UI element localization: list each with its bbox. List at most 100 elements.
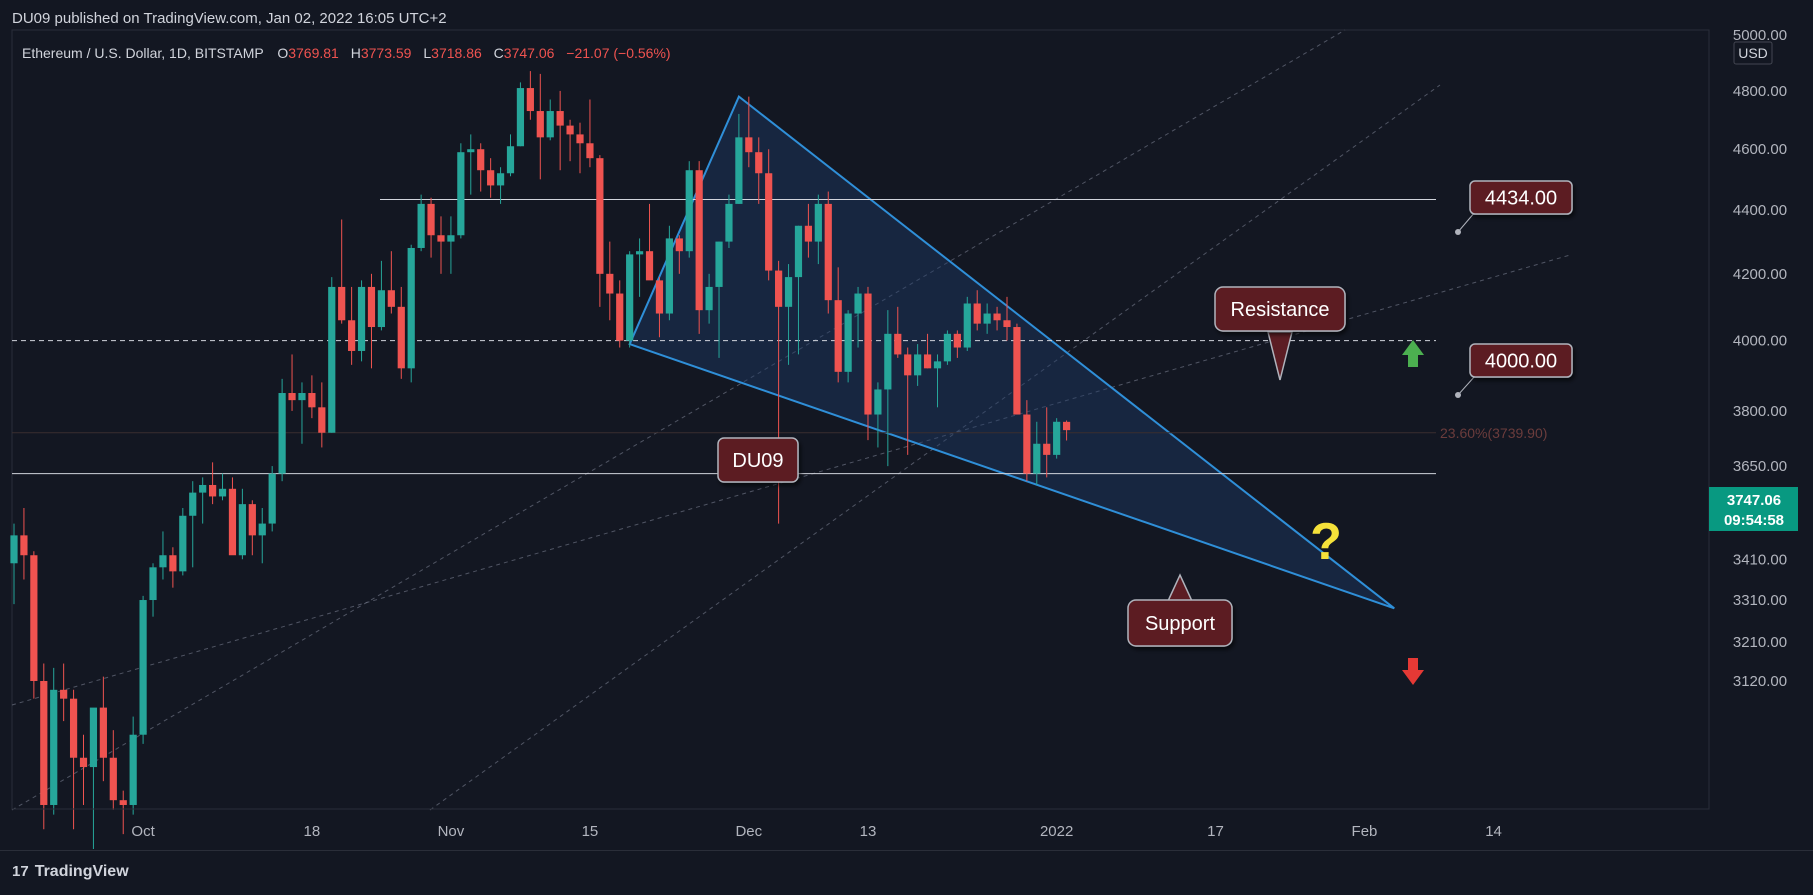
candle bbox=[844, 313, 852, 372]
price-tick: 4600.00 bbox=[1733, 141, 1787, 158]
candle bbox=[923, 354, 932, 369]
candle bbox=[268, 473, 276, 524]
candle bbox=[189, 492, 197, 516]
candle bbox=[417, 203, 425, 248]
candle bbox=[765, 173, 773, 271]
candle bbox=[586, 143, 594, 159]
price-callout-4000-box[interactable] bbox=[1469, 343, 1573, 378]
candle bbox=[179, 515, 187, 572]
candle bbox=[973, 303, 981, 324]
candle bbox=[784, 277, 793, 307]
time-tick: 15 bbox=[582, 823, 599, 840]
candle bbox=[725, 203, 733, 242]
candle bbox=[437, 235, 445, 242]
time-tick: Oct bbox=[131, 823, 155, 840]
candle bbox=[447, 235, 455, 242]
candle bbox=[288, 393, 296, 401]
candle bbox=[556, 111, 564, 126]
candle bbox=[427, 203, 435, 236]
author-tag[interactable]: DU09 bbox=[717, 437, 799, 483]
candle bbox=[665, 238, 673, 314]
candle bbox=[864, 293, 872, 415]
candle bbox=[1023, 414, 1031, 474]
candle bbox=[30, 555, 38, 681]
author-tag-text: DU09 bbox=[732, 450, 783, 472]
candle bbox=[874, 389, 882, 415]
candle bbox=[993, 313, 1001, 321]
trend-line[interactable] bbox=[11, 29, 1346, 811]
price-tick: 3310.00 bbox=[1733, 592, 1787, 609]
time-tick: Nov bbox=[438, 823, 465, 840]
callout-anchor bbox=[1455, 229, 1461, 235]
candle bbox=[566, 125, 574, 135]
svg-text:Ethereum / U.S. Dollar, 1D, BI: Ethereum / U.S. Dollar, 1D, BITSTAMP O37… bbox=[22, 45, 671, 61]
low-value: 3718.86 bbox=[431, 45, 482, 61]
support-label-box[interactable] bbox=[1127, 599, 1233, 647]
price-tick: 3410.00 bbox=[1733, 551, 1787, 568]
candle bbox=[169, 555, 177, 572]
support-pointer bbox=[1166, 573, 1194, 602]
candle bbox=[467, 149, 475, 153]
candle bbox=[357, 286, 366, 351]
candle bbox=[794, 225, 803, 278]
candle bbox=[199, 484, 207, 493]
price-tick: 5000.00 bbox=[1733, 27, 1787, 44]
candle bbox=[616, 293, 624, 341]
callout-leader bbox=[1457, 211, 1476, 233]
price-chart[interactable]: 23.60%(3739.90) 4434.00 4000.00 Resistance… bbox=[0, 0, 1813, 851]
open-value: 3769.81 bbox=[288, 45, 339, 61]
callout-anchor bbox=[1455, 392, 1461, 398]
annotation-labels[interactable]: 4434.00 4000.00 Resistance Support DU09? bbox=[717, 180, 1573, 685]
candle bbox=[308, 393, 316, 408]
candle bbox=[516, 88, 525, 147]
support-label-text: Support bbox=[1145, 613, 1215, 635]
candle bbox=[397, 306, 405, 369]
candle bbox=[218, 488, 227, 497]
candle bbox=[387, 290, 395, 307]
price-callout-4000-text: 4000.00 bbox=[1485, 351, 1557, 373]
candle bbox=[318, 407, 326, 433]
author-tag-box[interactable] bbox=[717, 437, 799, 483]
candle bbox=[209, 484, 217, 497]
currency-badge[interactable] bbox=[1733, 41, 1773, 65]
callout-leader bbox=[1457, 375, 1476, 396]
candle bbox=[775, 270, 783, 307]
support-label[interactable]: Support bbox=[1127, 599, 1233, 647]
candle bbox=[596, 158, 604, 274]
price-axis[interactable]: 5000.00 4800.00 4600.00 4400.00 4200.00 4000.… bbox=[1708, 27, 1798, 809]
bar-countdown: 09:54:58 bbox=[1724, 512, 1784, 529]
price-callout-4434[interactable]: 4434.00 bbox=[1469, 180, 1573, 215]
candle bbox=[884, 333, 892, 390]
down-arrow-icon[interactable] bbox=[1402, 658, 1424, 685]
price-tick: 4400.00 bbox=[1733, 202, 1787, 219]
candle bbox=[40, 681, 48, 805]
time-tick: 2022 bbox=[1040, 823, 1073, 840]
candle bbox=[407, 247, 415, 369]
candle bbox=[1053, 421, 1061, 455]
candle bbox=[715, 241, 723, 287]
candle bbox=[338, 286, 346, 321]
candle bbox=[228, 488, 237, 556]
footer: 17 TradingView bbox=[0, 850, 1813, 895]
candle bbox=[1013, 327, 1021, 415]
up-arrow-icon[interactable] bbox=[1402, 340, 1424, 367]
tradingview-brand[interactable]: 17 TradingView bbox=[12, 863, 129, 881]
price-callout-4434-box[interactable] bbox=[1469, 180, 1573, 215]
resistance-label-box[interactable] bbox=[1214, 286, 1346, 332]
candle bbox=[645, 251, 654, 281]
time-tick: 13 bbox=[860, 823, 877, 840]
candle bbox=[1062, 421, 1071, 431]
candle bbox=[675, 238, 683, 252]
candle bbox=[1043, 443, 1051, 455]
resistance-label[interactable]: Resistance bbox=[1214, 286, 1346, 332]
price-callout-4000[interactable]: 4000.00 bbox=[1469, 343, 1573, 378]
candle bbox=[506, 146, 515, 174]
time-axis[interactable]: Oct 18 Nov 15 Dec 13 2022 17 Feb 14 bbox=[12, 808, 1709, 840]
candle bbox=[685, 170, 693, 252]
candle bbox=[248, 504, 256, 536]
candle bbox=[496, 173, 505, 186]
change-value: −21.07 (−0.56%) bbox=[566, 45, 670, 61]
candle bbox=[526, 88, 534, 112]
candle bbox=[854, 293, 862, 314]
fib-label: 23.60%(3739.90) bbox=[1440, 425, 1547, 441]
